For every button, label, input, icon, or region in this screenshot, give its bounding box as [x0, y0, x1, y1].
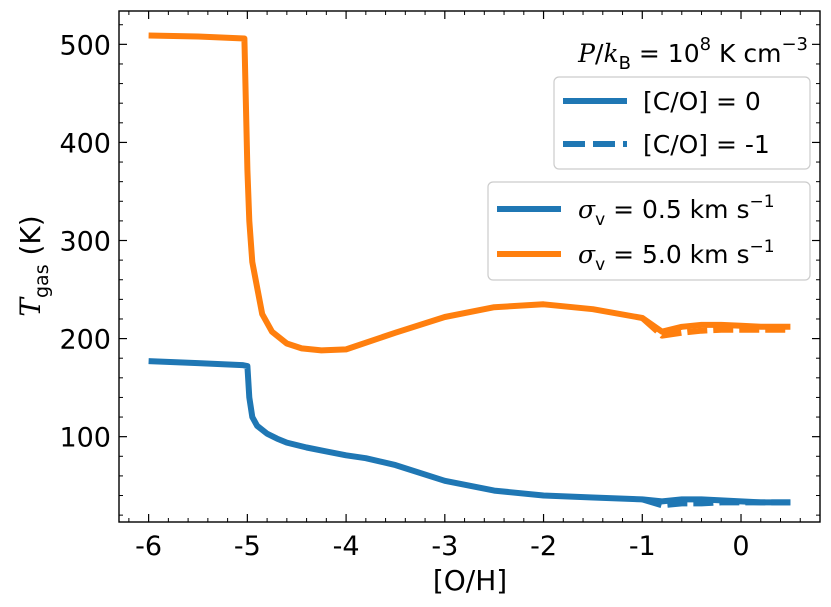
annotation-equals: = 10	[631, 39, 700, 68]
pressure-annotation: P/kB = 108 K cm−3	[577, 34, 808, 74]
y-axis-label: Tgas (K)	[14, 215, 53, 316]
lines-layer	[148, 32, 791, 509]
x-tick-label: -6	[135, 531, 162, 562]
x-tick-label: -4	[333, 531, 360, 562]
series-line-dashed	[640, 315, 791, 339]
x-tick-label: -3	[431, 531, 458, 562]
series-line-dashed	[641, 496, 791, 509]
annotation-slash: /	[595, 39, 604, 68]
legend-color: σv = 0.5 km s−1 σv = 5.0 km s−1	[487, 181, 811, 281]
labels-layer: -6 -5 -4 -3 -2 -1 0 100 200 300 400 500	[59, 30, 749, 562]
legend-linestyle: [C/O] = 0 [C/O] = -1	[553, 76, 811, 170]
legend-solid-label: [C/O] = 0	[643, 87, 761, 116]
annotation-unit: K cm	[711, 39, 781, 68]
x-tick-label: 0	[732, 531, 749, 562]
y-tick-label: 100	[59, 423, 111, 454]
y-tick-label: 400	[59, 128, 111, 159]
series-line-solid	[148, 358, 791, 506]
legend-blue-sub: v	[595, 210, 605, 230]
y-tick-label: 200	[59, 325, 111, 356]
y-axis-label-main: T	[14, 296, 47, 317]
annotation-k-sub: B	[619, 53, 631, 74]
legend-orange-value: = 5.0 km s	[605, 240, 749, 269]
annotation-exp: 8	[700, 34, 711, 55]
legend-blue-label: σv = 0.5 km s−1	[578, 192, 775, 230]
annotation-unit-exp: −3	[781, 34, 808, 55]
legend-color-box	[487, 181, 811, 281]
x-tick-label: -5	[234, 531, 261, 562]
y-axis-label-unit: (K)	[14, 215, 47, 264]
series-line-solid	[148, 32, 791, 354]
x-axis-label: [O/H]	[433, 564, 507, 597]
y-axis-label-sub: gas	[31, 264, 53, 298]
annotation-p: P	[577, 39, 596, 68]
legend-orange-sup: −1	[750, 237, 775, 257]
x-tick-label: -2	[530, 531, 557, 562]
legend-blue-sup: −1	[750, 192, 775, 212]
legend-dashed-label: [C/O] = -1	[643, 130, 770, 159]
legend-blue-value: = 0.5 km s	[605, 195, 749, 224]
plot-frame	[118, 10, 821, 523]
annotation-k: k	[603, 39, 618, 68]
y-tick-label: 500	[59, 30, 111, 61]
y-tick-label: 300	[59, 227, 111, 258]
legend-orange-sigma: σ	[578, 240, 596, 269]
legend-orange-label: σv = 5.0 km s−1	[578, 237, 775, 275]
legend-blue-sigma: σ	[578, 195, 596, 224]
x-tick-label: -1	[629, 531, 656, 562]
legend-orange-sub: v	[595, 255, 605, 275]
